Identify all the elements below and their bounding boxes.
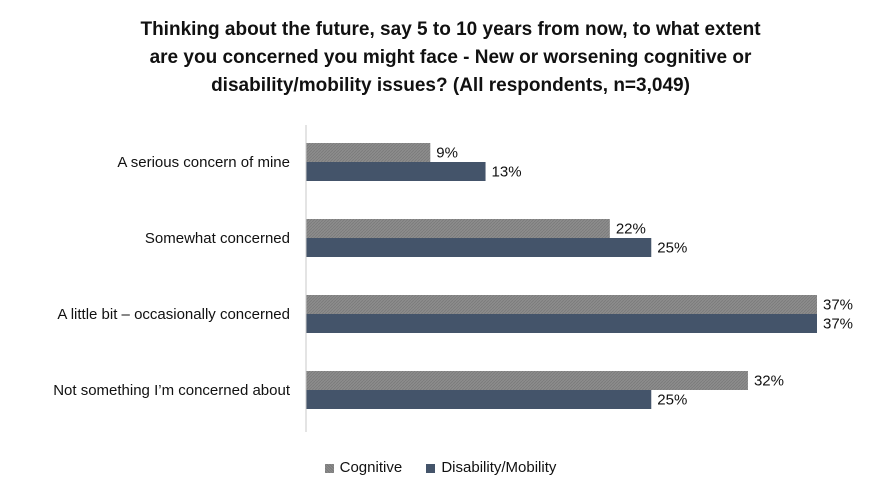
data-label-disability-mobility-not-something-i-m-concerned-about: 25% bbox=[657, 392, 687, 409]
data-label-cognitive-not-something-i-m-concerned-about: 32% bbox=[754, 373, 784, 390]
chart-title-line-1: Thinking about the future, say 5 to 10 y… bbox=[140, 19, 761, 40]
category-label-a-little-bit-occasionally-concerned: A little bit – occasionally concerned bbox=[57, 306, 290, 323]
category-label-not-something-i-m-concerned-about: Not something I’m concerned about bbox=[53, 382, 291, 399]
legend-swatch-disability-mobility bbox=[426, 463, 436, 473]
category-label-somewhat-concerned: Somewhat concerned bbox=[145, 230, 290, 247]
chart-title: Thinking about the future, say 5 to 10 y… bbox=[60, 16, 841, 100]
data-labels: 9% 13% 22% 25% 37% 37% 32% 25% bbox=[436, 145, 853, 409]
legend: Cognitive Disability/Mobility bbox=[0, 458, 881, 479]
data-label-cognitive-a-serious-concern-of-mine: 9% bbox=[436, 145, 458, 162]
bar-disability-mobility-not-something-i-m-concerned-about bbox=[306, 390, 652, 409]
category-labels: A serious concern of mine Somewhat concer… bbox=[53, 154, 291, 399]
bar-disability-mobility-a-little-bit-occasionally-concerned bbox=[306, 314, 817, 333]
bar-cognitive-a-serious-concern-of-mine bbox=[306, 143, 431, 162]
data-label-disability-mobility-somewhat-concerned: 25% bbox=[657, 240, 687, 257]
legend-swatch-cognitive bbox=[324, 463, 334, 473]
legend-label-disability-mobility: Disability/Mobility bbox=[441, 459, 557, 476]
category-label-a-serious-concern-of-mine: A serious concern of mine bbox=[117, 154, 290, 171]
bar-cognitive-not-something-i-m-concerned-about bbox=[306, 371, 748, 390]
bar-cognitive-a-little-bit-occasionally-concerned bbox=[306, 295, 817, 314]
legend-item-cognitive: Cognitive bbox=[324, 458, 403, 478]
legend-label-cognitive: Cognitive bbox=[339, 459, 403, 476]
legend-item-disability-mobility: Disability/Mobility bbox=[426, 458, 556, 478]
bars bbox=[306, 143, 817, 409]
data-label-cognitive-a-little-bit-occasionally-concerned: 37% bbox=[823, 297, 853, 314]
chart-title-line-2: are you concerned you might face - New o… bbox=[149, 47, 752, 68]
bar-disability-mobility-a-serious-concern-of-mine bbox=[306, 162, 486, 181]
chart-title-line-3: disability/mobility issues? (All respond… bbox=[211, 75, 690, 96]
bar-disability-mobility-somewhat-concerned bbox=[306, 238, 652, 257]
bar-cognitive-somewhat-concerned bbox=[306, 219, 610, 238]
data-label-disability-mobility-a-little-bit-occasionally-concerned: 37% bbox=[823, 316, 853, 333]
data-label-disability-mobility-a-serious-concern-of-mine: 13% bbox=[492, 164, 522, 181]
data-label-cognitive-somewhat-concerned: 22% bbox=[616, 221, 646, 238]
